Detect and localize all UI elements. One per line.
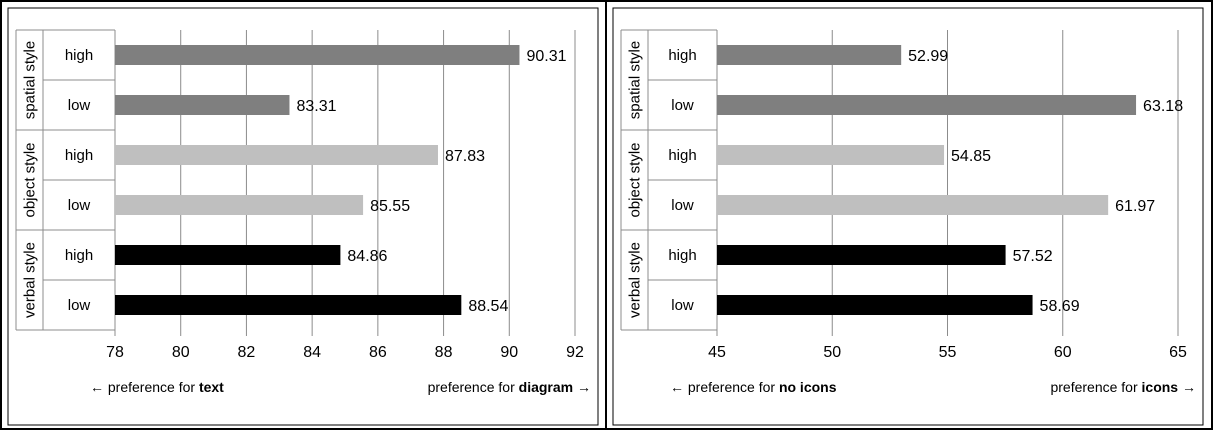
category-axis: spatial style object style verbal style hig… [620,29,718,331]
bar [115,245,341,265]
left-caption-prefix: ← preference for [670,379,779,395]
bars: 90.31 83.31 87.83 85.55 84.86 88.54 [115,45,567,315]
data-label: 58.69 [1040,298,1080,315]
x-tick-label: 80 [172,344,190,361]
bar [717,195,1109,215]
group-label: spatial style [627,41,644,119]
bar [717,295,1033,315]
group-label: verbal style [22,242,39,318]
bar [115,95,290,115]
chart-frame [612,7,1204,426]
bar [717,45,902,65]
group-label: verbal style [627,242,644,318]
chart-panel-2: spatial style object style verbal style hig… [612,7,1204,426]
x-tick-label: 88 [435,344,453,361]
chart-frame [7,7,599,426]
bar [717,245,1006,265]
right-caption: preference for diagram → [428,379,591,395]
left-caption-emphasis: text [199,379,224,395]
bar [717,145,945,165]
left-caption: ← preference for text [90,379,224,395]
x-tick-label: 50 [823,344,841,361]
data-label: 57.52 [1013,248,1053,265]
x-tick-label: 55 [939,344,957,361]
data-label: 90.31 [526,48,566,65]
data-label: 85.55 [370,198,410,215]
data-label: 52.99 [908,48,948,65]
category-label: low [68,197,91,214]
data-label: 54.85 [951,148,991,165]
bar [115,45,520,65]
x-axis: 45 50 55 60 65 [708,344,1187,361]
category-label: low [68,297,91,314]
category-label: high [65,147,93,164]
category-label: high [668,47,696,64]
category-label: high [668,247,696,264]
x-tick-label: 78 [106,344,124,361]
category-label: low [671,297,694,314]
left-caption: ← preference for no icons [670,379,837,395]
x-tick-label: 60 [1054,344,1072,361]
category-label: high [65,247,93,264]
right-caption: preference for icons → [1050,379,1196,395]
chart-panel-1: spatial style object style verbal style hig… [7,7,599,426]
right-caption-prefix: preference for [1050,379,1141,395]
x-tick-label: 82 [238,344,256,361]
group-label: object style [627,142,644,217]
data-label: 63.18 [1143,98,1183,115]
bar [115,195,364,215]
category-label: low [671,97,694,114]
bar [717,95,1137,115]
gridlines [114,30,576,336]
group-label: spatial style [22,41,39,119]
data-label: 83.31 [296,98,336,115]
right-caption-emphasis: icons [1142,379,1179,395]
x-tick-label: 90 [500,344,518,361]
x-tick-label: 84 [303,344,321,361]
category-label: low [68,97,91,114]
x-tick-label: 65 [1169,344,1187,361]
bar [115,295,462,315]
category-label: high [65,47,93,64]
right-caption-suffix: → [573,379,591,395]
bar [115,145,438,165]
x-tick-label: 45 [708,344,726,361]
category-label: high [668,147,696,164]
data-label: 61.97 [1115,198,1155,215]
category-axis: spatial style object style verbal style hig… [15,29,116,331]
right-caption-emphasis: diagram [519,379,573,395]
right-caption-prefix: preference for [428,379,519,395]
x-tick-label: 92 [566,344,584,361]
group-label: object style [22,142,39,217]
data-label: 87.83 [445,148,485,165]
left-caption-prefix: ← preference for [90,379,199,395]
x-tick-label: 86 [369,344,387,361]
data-label: 88.54 [468,298,508,315]
right-caption-suffix: → [1178,379,1196,395]
x-axis: 78 80 82 84 86 88 90 92 [106,344,584,361]
bars: 52.99 63.18 54.85 61.97 57.52 58.69 [717,45,1183,315]
data-label: 84.86 [347,248,387,265]
category-label: low [671,197,694,214]
left-caption-emphasis: no icons [779,379,837,395]
